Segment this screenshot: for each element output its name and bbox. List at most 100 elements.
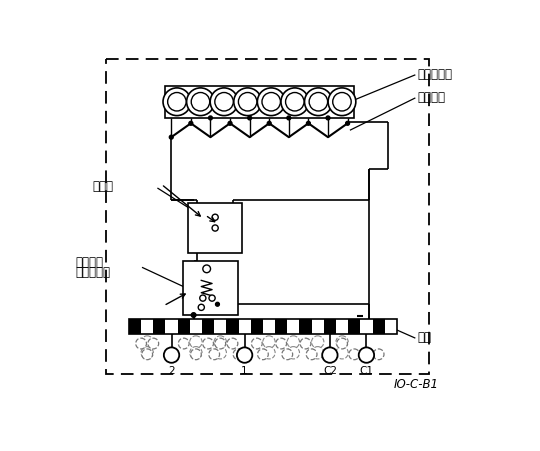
Circle shape (214, 347, 226, 359)
Bar (226, 319, 239, 335)
Circle shape (215, 93, 233, 112)
Circle shape (336, 336, 348, 348)
Circle shape (191, 313, 196, 318)
Circle shape (163, 89, 191, 116)
Circle shape (305, 89, 332, 116)
Circle shape (309, 93, 328, 112)
Circle shape (349, 349, 360, 360)
Circle shape (191, 93, 210, 112)
Circle shape (212, 226, 218, 232)
Circle shape (263, 347, 275, 359)
Circle shape (328, 89, 356, 116)
Text: 電流整定板: 電流整定板 (417, 68, 453, 81)
Circle shape (248, 117, 252, 120)
Text: IO-C-B1: IO-C-B1 (394, 377, 438, 391)
Circle shape (252, 338, 262, 349)
Circle shape (142, 349, 153, 360)
Circle shape (263, 336, 275, 348)
Circle shape (238, 93, 257, 112)
Circle shape (190, 336, 202, 348)
Circle shape (200, 295, 206, 302)
Bar (183, 262, 238, 315)
Circle shape (136, 338, 146, 349)
Bar (287, 319, 299, 335)
Circle shape (307, 122, 310, 126)
Circle shape (237, 348, 252, 363)
Circle shape (215, 303, 219, 307)
Text: 主コイル: 主コイル (417, 91, 446, 104)
Circle shape (212, 215, 218, 221)
Text: C2: C2 (323, 365, 337, 375)
Circle shape (228, 122, 232, 126)
Circle shape (300, 338, 311, 349)
Circle shape (141, 336, 153, 348)
Bar (188, 204, 242, 254)
Circle shape (373, 349, 384, 360)
Circle shape (282, 349, 293, 360)
Text: 2: 2 (168, 365, 175, 375)
Circle shape (202, 338, 213, 349)
Circle shape (267, 122, 271, 126)
Text: 主接点: 主接点 (92, 180, 113, 193)
Circle shape (170, 136, 173, 140)
Circle shape (141, 347, 153, 359)
Circle shape (198, 304, 204, 311)
Circle shape (258, 349, 268, 360)
Circle shape (166, 349, 177, 360)
Circle shape (276, 338, 287, 349)
Bar (251, 319, 263, 335)
Circle shape (281, 89, 309, 116)
Circle shape (234, 89, 261, 116)
Bar (312, 319, 324, 335)
Bar (324, 319, 336, 335)
Circle shape (262, 93, 280, 112)
Circle shape (326, 117, 330, 120)
Circle shape (306, 349, 317, 360)
Circle shape (209, 295, 215, 302)
Circle shape (312, 336, 324, 348)
Bar (165, 87, 354, 119)
Bar (239, 319, 251, 335)
Circle shape (359, 348, 374, 363)
Circle shape (336, 347, 348, 359)
Bar (275, 319, 287, 335)
Bar (373, 319, 384, 335)
Circle shape (208, 117, 212, 120)
Bar (178, 319, 190, 335)
Circle shape (286, 93, 304, 112)
Circle shape (178, 338, 189, 349)
Bar (129, 319, 397, 335)
Text: 表示器付: 表示器付 (75, 255, 103, 268)
Bar (299, 319, 312, 335)
Circle shape (333, 93, 351, 112)
Bar (106, 60, 429, 374)
Circle shape (148, 338, 159, 349)
Circle shape (312, 347, 324, 359)
Circle shape (187, 89, 214, 116)
Circle shape (210, 89, 238, 116)
Circle shape (209, 349, 220, 360)
Text: 補助接触器: 補助接触器 (75, 265, 110, 278)
Bar (202, 319, 214, 335)
Bar (190, 319, 202, 335)
Bar (214, 319, 226, 335)
Circle shape (164, 348, 179, 363)
Circle shape (214, 336, 226, 348)
Circle shape (258, 89, 285, 116)
Circle shape (190, 347, 202, 359)
Bar (129, 319, 141, 335)
Circle shape (287, 336, 300, 348)
Bar (336, 319, 348, 335)
Bar (384, 319, 397, 335)
Text: 端子: 端子 (417, 331, 431, 343)
Bar (263, 319, 275, 335)
Circle shape (191, 349, 201, 360)
Circle shape (203, 265, 211, 273)
Bar (360, 319, 373, 335)
Circle shape (287, 347, 300, 359)
Circle shape (336, 338, 347, 349)
Bar (153, 319, 165, 335)
Circle shape (287, 117, 291, 120)
Circle shape (189, 122, 193, 126)
Circle shape (346, 122, 349, 126)
